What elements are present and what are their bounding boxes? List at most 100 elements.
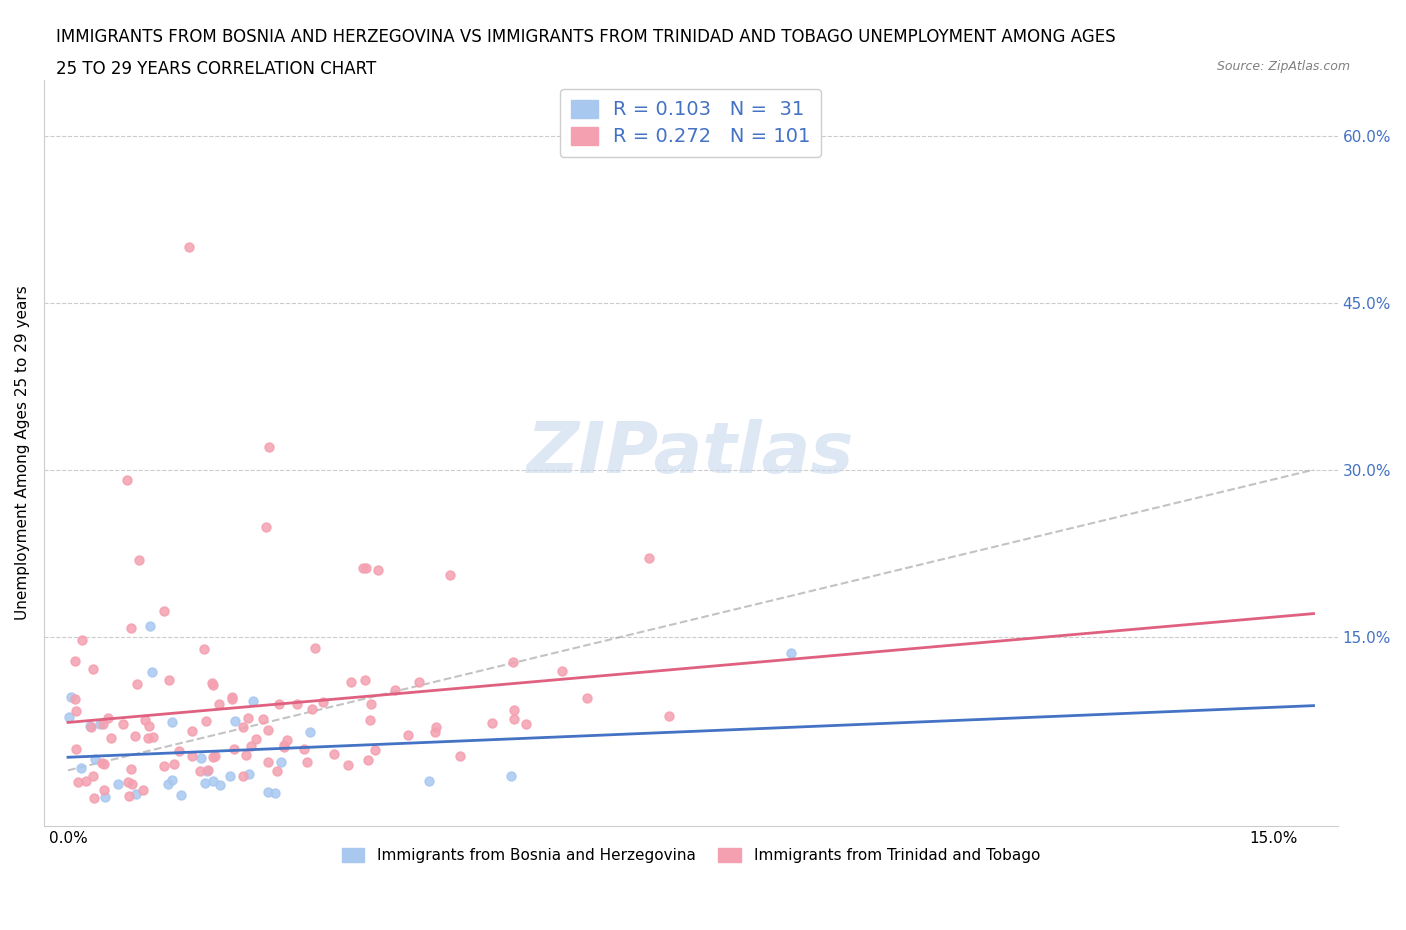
- Point: [353, 561, 375, 576]
- Point: [384, 683, 406, 698]
- Point: [156, 777, 179, 791]
- Point: [142, 729, 165, 744]
- Point: [66, 774, 89, 789]
- Point: [312, 694, 335, 709]
- Point: [160, 773, 183, 788]
- Point: [82, 661, 104, 676]
- Point: [157, 672, 180, 687]
- Point: [224, 713, 246, 728]
- Point: [256, 784, 278, 799]
- Point: [481, 715, 503, 730]
- Point: [139, 618, 162, 633]
- Point: [83, 751, 105, 766]
- Point: [501, 769, 523, 784]
- Point: [270, 755, 292, 770]
- Point: [299, 724, 322, 739]
- Point: [124, 787, 146, 802]
- Point: [100, 731, 122, 746]
- Point: [190, 751, 212, 765]
- Point: [141, 664, 163, 679]
- Legend: Immigrants from Bosnia and Herzegovina, Immigrants from Trinidad and Tobago: Immigrants from Bosnia and Herzegovina, …: [333, 840, 1047, 870]
- Point: [207, 697, 229, 711]
- Point: [304, 641, 326, 656]
- Point: [354, 561, 377, 576]
- Point: [127, 677, 149, 692]
- Point: [408, 674, 430, 689]
- Point: [357, 752, 380, 767]
- Point: [138, 719, 160, 734]
- Point: [80, 719, 103, 734]
- Point: [323, 746, 346, 761]
- Point: [340, 674, 363, 689]
- Point: [551, 664, 574, 679]
- Point: [396, 727, 419, 742]
- Text: 25 TO 29 YEARS CORRELATION CHART: 25 TO 29 YEARS CORRELATION CHART: [56, 60, 377, 78]
- Point: [93, 782, 115, 797]
- Point: [232, 769, 254, 784]
- Point: [195, 764, 218, 778]
- Point: [194, 776, 217, 790]
- Point: [65, 742, 87, 757]
- Point: [423, 724, 446, 739]
- Point: [222, 742, 245, 757]
- Point: [336, 758, 359, 773]
- Point: [257, 440, 280, 455]
- Point: [780, 646, 803, 661]
- Point: [219, 768, 242, 783]
- Point: [70, 761, 93, 776]
- Point: [294, 742, 316, 757]
- Point: [276, 732, 298, 747]
- Point: [75, 774, 97, 789]
- Point: [252, 711, 274, 726]
- Point: [295, 755, 318, 770]
- Point: [111, 716, 134, 731]
- Point: [177, 240, 200, 255]
- Point: [269, 697, 291, 711]
- Point: [188, 764, 211, 778]
- Point: [502, 702, 524, 717]
- Point: [238, 711, 260, 725]
- Point: [91, 755, 114, 770]
- Point: [301, 702, 323, 717]
- Point: [162, 757, 184, 772]
- Point: [273, 739, 295, 754]
- Point: [115, 472, 138, 487]
- Point: [266, 764, 288, 778]
- Point: [93, 757, 115, 772]
- Point: [263, 786, 285, 801]
- Point: [60, 690, 83, 705]
- Text: ZIPatlas: ZIPatlas: [527, 418, 855, 487]
- Point: [97, 711, 120, 725]
- Point: [121, 777, 143, 791]
- Point: [202, 774, 225, 789]
- Point: [221, 689, 243, 704]
- Point: [257, 754, 280, 769]
- Point: [136, 730, 159, 745]
- Point: [120, 620, 142, 635]
- Point: [124, 728, 146, 743]
- Point: [65, 653, 87, 668]
- Point: [70, 632, 93, 647]
- Point: [238, 767, 260, 782]
- Point: [128, 552, 150, 567]
- Point: [658, 709, 681, 724]
- Point: [232, 720, 254, 735]
- Point: [195, 713, 218, 728]
- Point: [353, 672, 375, 687]
- Point: [93, 716, 115, 731]
- Point: [254, 519, 277, 534]
- Point: [197, 763, 219, 777]
- Point: [131, 783, 153, 798]
- Point: [153, 604, 176, 618]
- Point: [503, 711, 526, 726]
- Point: [134, 712, 156, 727]
- Point: [235, 748, 257, 763]
- Point: [65, 704, 87, 719]
- Point: [360, 697, 382, 711]
- Point: [120, 762, 142, 777]
- Point: [169, 744, 191, 759]
- Point: [515, 717, 537, 732]
- Point: [201, 750, 224, 764]
- Point: [82, 769, 104, 784]
- Point: [638, 551, 661, 565]
